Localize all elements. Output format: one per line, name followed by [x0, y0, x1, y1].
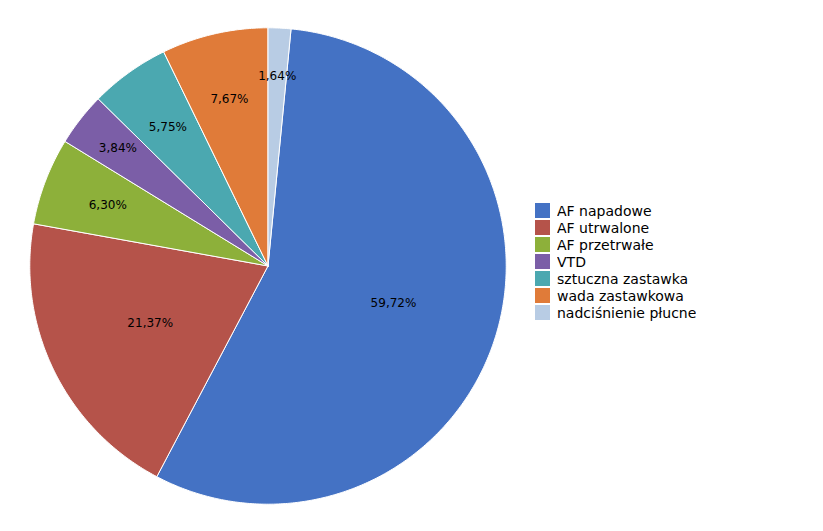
html-text:AF utrwalone: AF utrwalone — [557, 219, 650, 236]
svg-text:5,75%: 5,75% — [149, 120, 187, 134]
svg-text:6,30%: 6,30% — [89, 198, 127, 212]
html-text:VTD: VTD — [557, 253, 586, 270]
html-text:nadciśnienie płucne: nadciśnienie płucne — [557, 304, 697, 321]
html-text:sztuczna zastawka: sztuczna zastawka — [557, 270, 689, 287]
html-text:wada zastawkowa: wada zastawkowa — [557, 287, 684, 304]
svg-text:1,64%: 1,64% — [258, 68, 296, 82]
svg-text:3,84%: 3,84% — [99, 141, 137, 155]
svg-text:7,67%: 7,67% — [210, 92, 248, 106]
html-text:AF napadowe: AF napadowe — [557, 202, 652, 219]
html-text:AF przetrwałe: AF przetrwałe — [557, 236, 654, 253]
svg-text:21,37%: 21,37% — [127, 316, 173, 330]
svg-text:59,72%: 59,72% — [371, 296, 417, 310]
